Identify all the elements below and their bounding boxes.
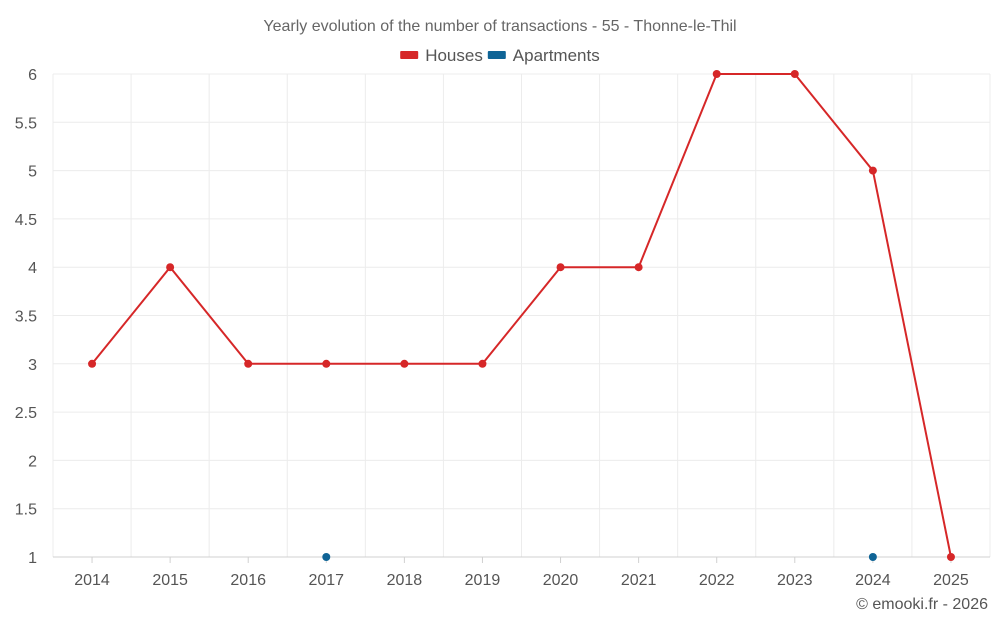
x-axis: 2014 2015 2016 2017 2018 2019 2020 2021 2022 2023… (53, 556, 990, 589)
x-tick-label: 2025 (933, 572, 969, 589)
x-tick-label: 2022 (699, 572, 735, 589)
y-tick-label: 2.5 (15, 405, 37, 422)
data-point-houses[interactable] (712, 70, 721, 78)
data-point-apartments[interactable] (322, 553, 331, 561)
y-tick-label: 1 (28, 550, 37, 567)
legend-label: Houses (425, 46, 483, 65)
data-point-apartments[interactable] (868, 553, 877, 561)
data-point-houses[interactable] (946, 553, 955, 561)
y-tick-label: 5 (28, 164, 37, 181)
x-tick-label: 2017 (308, 572, 344, 589)
y-tick-label: 2 (28, 453, 37, 470)
legend-item-apartments[interactable]: Apartments (487, 46, 600, 65)
x-tick-label: 2020 (543, 572, 579, 589)
legend-swatch (487, 51, 506, 59)
x-tick-label: 2015 (152, 572, 188, 589)
data-point-houses[interactable] (868, 166, 877, 175)
x-tick-label: 2014 (74, 572, 110, 589)
data-point-houses[interactable] (400, 359, 409, 368)
chart-title: Yearly evolution of the number of transa… (263, 18, 736, 35)
y-tick-label: 4 (28, 260, 37, 277)
data-point-houses[interactable] (790, 70, 799, 78)
x-tick-label: 2016 (230, 572, 266, 589)
data-point-houses[interactable] (634, 263, 643, 272)
data-point-houses[interactable] (478, 359, 487, 368)
data-point-houses[interactable] (166, 263, 175, 272)
x-tick-label: 2018 (387, 572, 423, 589)
y-tick-label: 3.5 (15, 309, 37, 326)
y-tick-label: 1.5 (15, 502, 37, 519)
x-tick-label: 2019 (465, 572, 501, 589)
x-tick-label: 2023 (777, 572, 813, 589)
legend-swatch (400, 51, 419, 59)
x-tick-label: 2021 (621, 572, 657, 589)
x-tick-label: 2024 (855, 572, 891, 589)
y-tick-label: 3 (28, 357, 37, 374)
series-group (88, 70, 955, 561)
legend[interactable]: Houses Apartments (400, 46, 600, 65)
legend-item-houses[interactable]: Houses (400, 46, 483, 65)
data-point-houses[interactable] (244, 359, 253, 368)
y-tick-label: 5.5 (15, 115, 37, 132)
legend-label: Apartments (513, 46, 600, 65)
series-line-houses (91, 73, 952, 558)
data-point-houses[interactable] (88, 359, 97, 368)
y-tick-label: 6 (28, 67, 37, 84)
data-point-houses[interactable] (556, 263, 565, 272)
credit-text: © emooki.fr - 2026 (856, 596, 988, 613)
data-point-houses[interactable] (322, 359, 331, 368)
y-tick-label: 4.5 (15, 212, 37, 229)
y-axis: 1 1.5 2 2.5 3 3.5 4 4.5 5 5.5 6 (15, 67, 37, 567)
